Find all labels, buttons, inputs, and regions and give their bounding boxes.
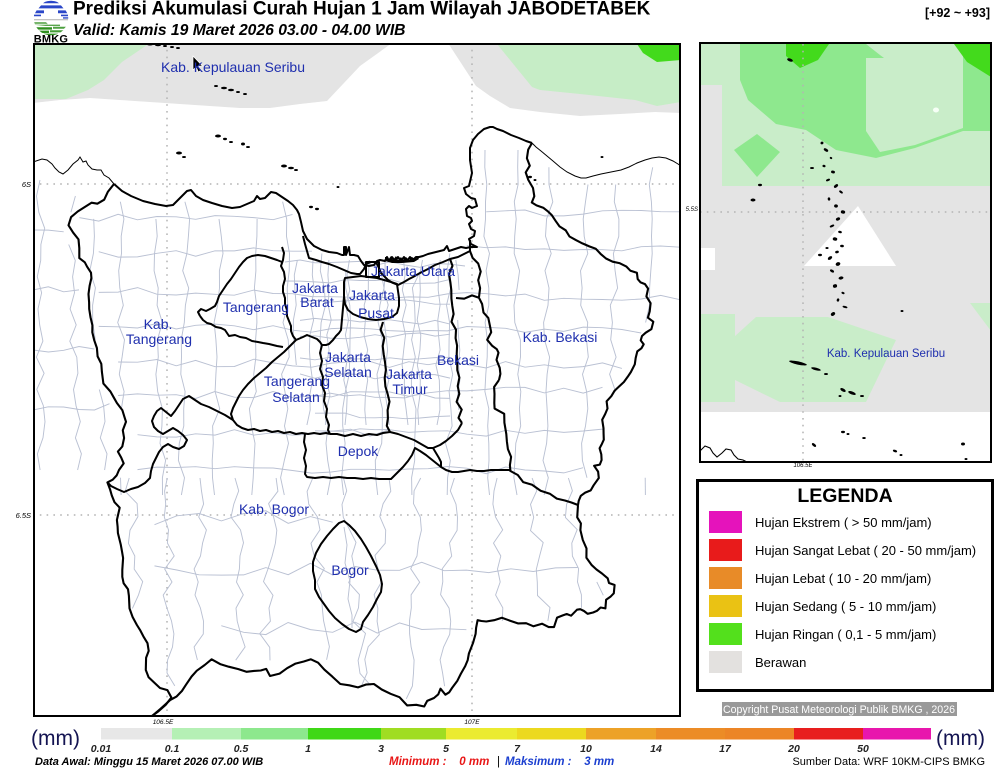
svg-text:0.1: 0.1 — [165, 743, 180, 755]
svg-text:50: 50 — [857, 743, 869, 755]
svg-text:Bekasi: Bekasi — [437, 352, 479, 368]
svg-text:Berawan: Berawan — [755, 655, 806, 670]
svg-text:17: 17 — [719, 743, 732, 755]
svg-text:[+92 ~ +93]: [+92 ~ +93] — [925, 6, 990, 20]
svg-text:Maksimum : 3 mm: Maksimum : 3 mm — [505, 756, 614, 768]
svg-text:Tangerang: Tangerang — [223, 299, 289, 315]
svg-text:(mm): (mm) — [936, 727, 985, 750]
svg-text:Prediksi Akumulasi Curah Hujan: Prediksi Akumulasi Curah Hujan 1 Jam Wil… — [73, 0, 651, 20]
svg-text:Hujan Sedang ( 5 - 10 mm/jam): Hujan Sedang ( 5 - 10 mm/jam) — [755, 599, 936, 614]
svg-text:Hujan Ekstrem ( > 50 mm/jam): Hujan Ekstrem ( > 50 mm/jam) — [755, 515, 932, 530]
svg-text:BMKG: BMKG — [34, 34, 68, 46]
svg-text:107E: 107E — [464, 719, 480, 726]
svg-text:7: 7 — [514, 743, 521, 755]
svg-text:Barat: Barat — [300, 294, 334, 310]
svg-text:3: 3 — [378, 743, 384, 755]
svg-text:0.5: 0.5 — [234, 743, 249, 755]
svg-text:Jakarta Utara: Jakarta Utara — [371, 263, 455, 279]
svg-text:Copyright Pusat Meteorologi Pu: Copyright Pusat Meteorologi Publik BMKG … — [723, 704, 955, 716]
svg-text:Valid: Kamis 19 Maret 2026 03.: Valid: Kamis 19 Maret 2026 03.00 - 04.00… — [73, 22, 406, 39]
svg-text:Tangerang: Tangerang — [126, 331, 192, 347]
svg-text:5: 5 — [443, 743, 449, 755]
svg-text:10: 10 — [580, 743, 592, 755]
svg-text:Bogor: Bogor — [331, 562, 369, 578]
svg-text:Jakarta: Jakarta — [386, 366, 432, 382]
svg-text:Data Awal: Minggu 15 Maret 202: Data Awal: Minggu 15 Maret 2026 07.00 WI… — [35, 756, 263, 768]
svg-text:Hujan Lebat ( 10 - 20 mm/jam): Hujan Lebat ( 10 - 20 mm/jam) — [755, 571, 931, 586]
svg-text:106.5E: 106.5E — [153, 719, 174, 726]
svg-text:5.5S: 5.5S — [686, 207, 698, 213]
svg-text:Kab. Kepulauan Seribu: Kab. Kepulauan Seribu — [827, 348, 945, 360]
svg-text:Kab. Bogor: Kab. Bogor — [239, 501, 309, 517]
svg-text:LEGENDA: LEGENDA — [797, 485, 892, 507]
svg-text:Kab. Kepulauan Seribu: Kab. Kepulauan Seribu — [161, 59, 305, 75]
svg-text:0.01: 0.01 — [91, 743, 112, 755]
svg-text:Jakarta: Jakarta — [349, 287, 395, 303]
svg-text:1: 1 — [305, 743, 311, 755]
svg-text:Kab.: Kab. — [144, 316, 173, 332]
svg-text:Hujan Sangat Lebat ( 20 - 50 m: Hujan Sangat Lebat ( 20 - 50 mm/jam) — [755, 543, 976, 558]
svg-text:Sumber Data: WRF 10KM-CIPS BMK: Sumber Data: WRF 10KM-CIPS BMKG — [792, 756, 985, 768]
svg-text:106.5E: 106.5E — [793, 463, 813, 469]
svg-text:(mm): (mm) — [31, 727, 80, 750]
svg-text:Kab. Bekasi: Kab. Bekasi — [523, 329, 598, 345]
svg-text:Selatan: Selatan — [272, 389, 319, 405]
svg-text:Pusat: Pusat — [358, 305, 394, 321]
svg-text:14: 14 — [650, 743, 662, 755]
svg-text:Minimum : 0 mm: Minimum : 0 mm — [389, 756, 489, 768]
svg-text:20: 20 — [787, 743, 800, 755]
svg-text:6S: 6S — [22, 180, 31, 189]
svg-text:Hujan Ringan ( 0,1 - 5 mm/jam): Hujan Ringan ( 0,1 - 5 mm/jam) — [755, 627, 936, 642]
svg-text:Tangerang: Tangerang — [264, 373, 330, 389]
svg-text:Depok: Depok — [338, 443, 379, 459]
svg-text:|: | — [497, 756, 500, 768]
svg-text:Jakarta: Jakarta — [325, 349, 371, 365]
svg-text:Jakarta: Jakarta — [292, 280, 338, 296]
svg-text:6.5S: 6.5S — [16, 511, 31, 520]
svg-text:Selatan: Selatan — [324, 364, 371, 380]
svg-text:Timur: Timur — [392, 381, 428, 397]
